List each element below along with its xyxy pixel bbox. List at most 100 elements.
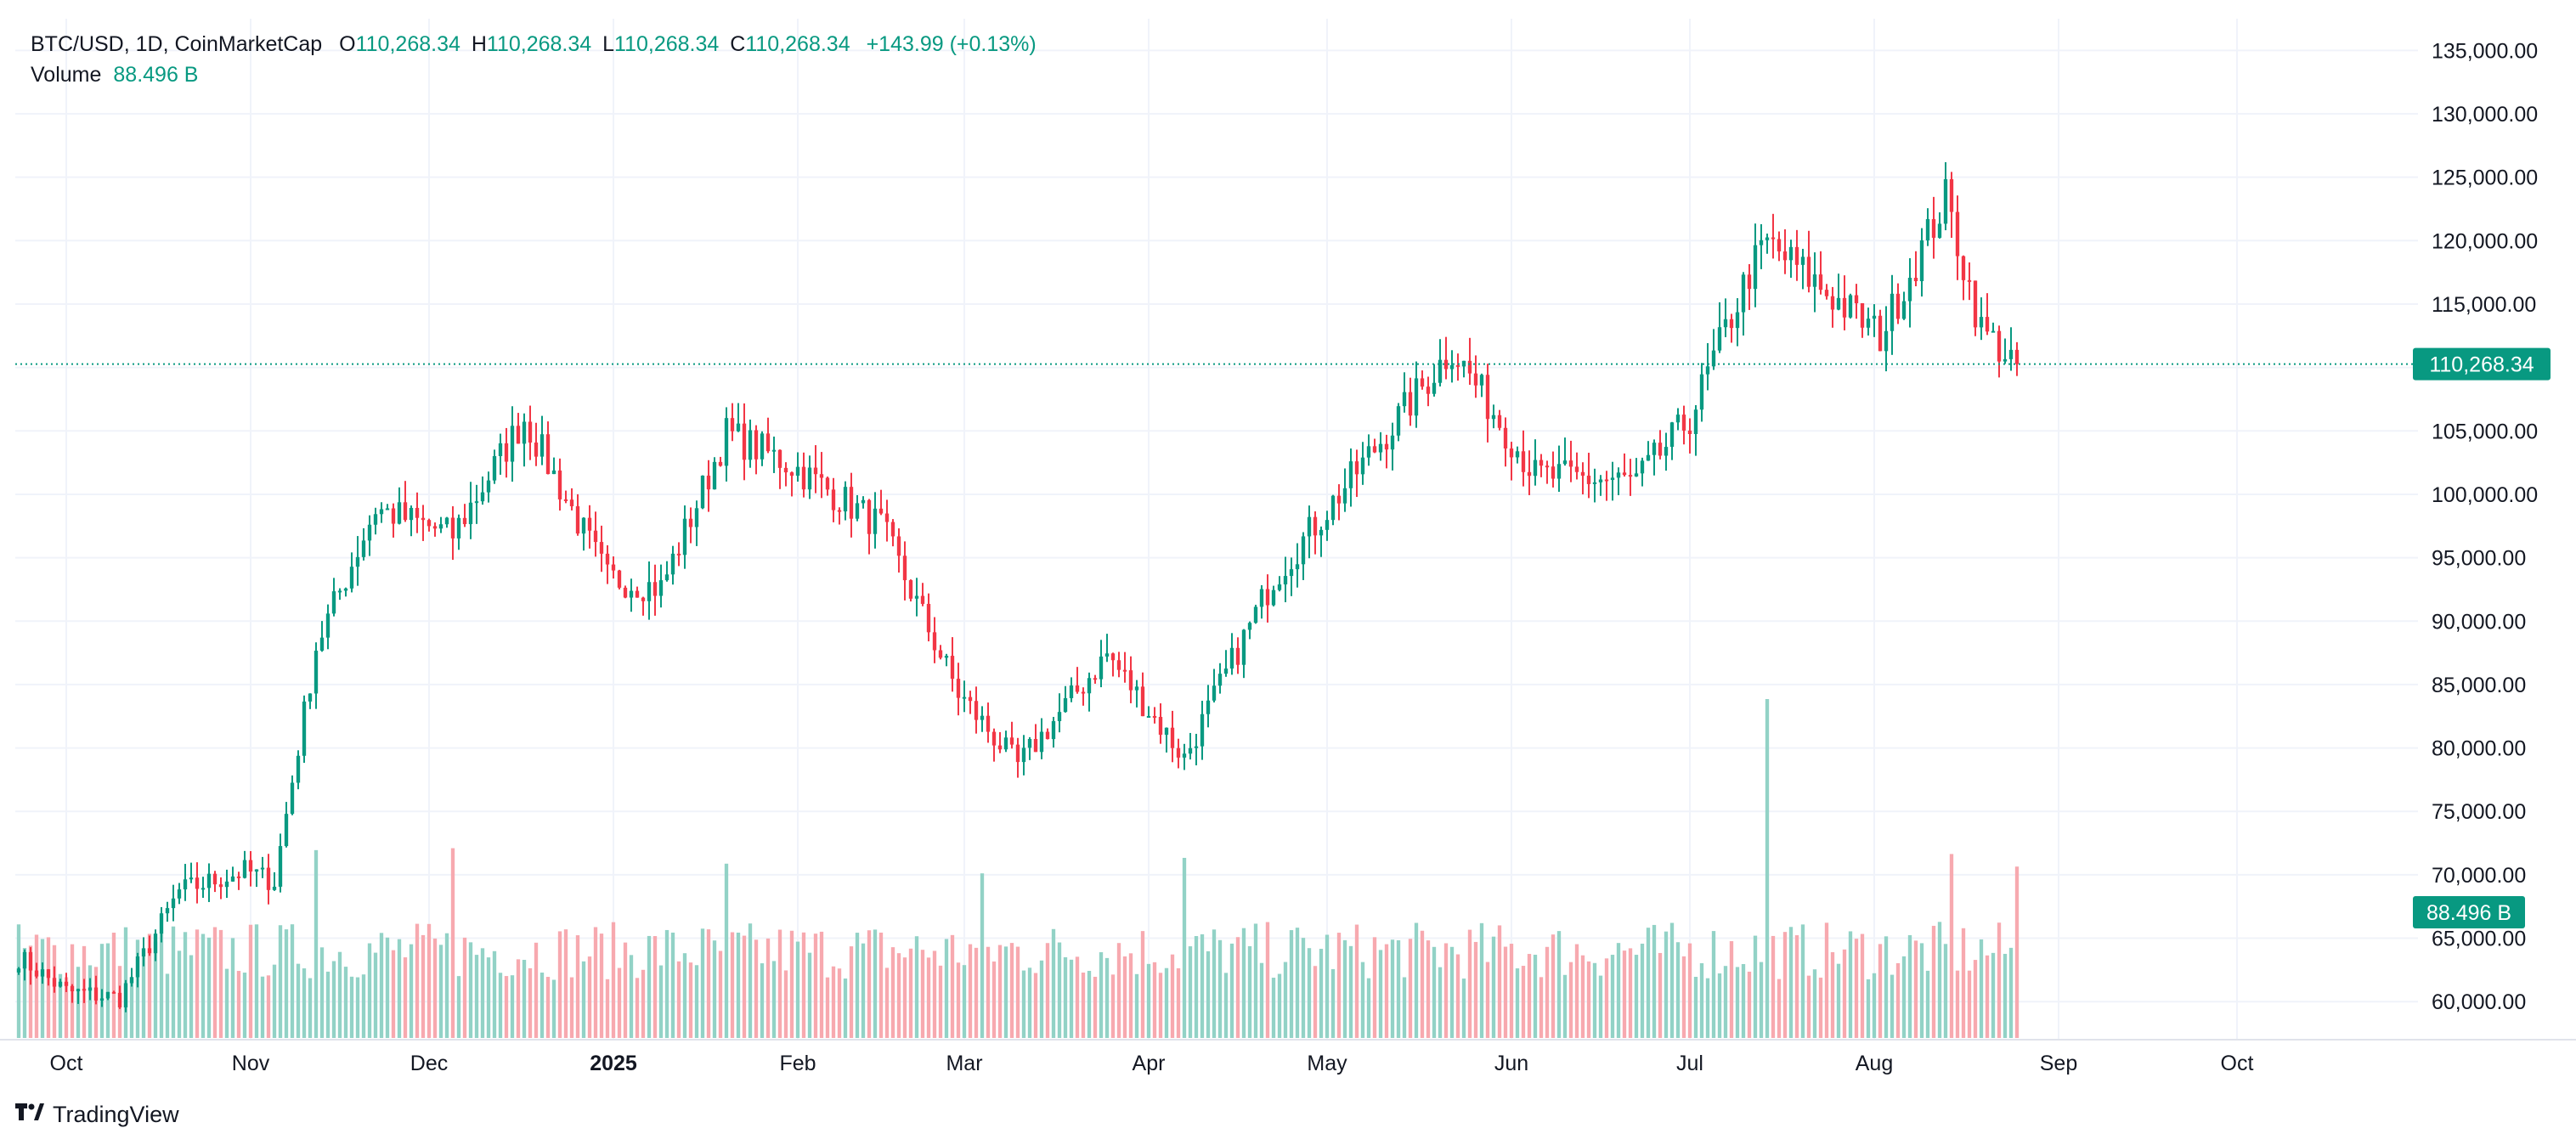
candle-body [1372,446,1377,453]
volume-bar [1241,928,1246,1038]
candle-body [1866,319,1871,328]
volume-bar [902,957,907,1038]
volume-bar [1414,922,1419,1038]
volume-bar [765,938,771,1038]
candle-body [736,423,741,431]
candle-body [1521,451,1526,472]
volume-bar [968,944,973,1038]
candle-body [1907,278,1912,302]
volume-bar [302,968,307,1038]
volume-bar [1991,952,1996,1038]
volume-bar [1265,922,1270,1038]
volume-bar [1491,936,1496,1038]
volume-bar [1289,930,1294,1038]
candle-body [1842,297,1847,318]
candle-body [718,461,723,466]
close-value: 110,268.34 [745,32,850,56]
volume-legend: Volume 88.496 B [31,59,198,90]
volume-bar [349,976,354,1038]
volume-bar [1598,975,1603,1038]
volume-bar [813,933,818,1038]
candle-body [1473,373,1478,386]
low-value: 110,268.34 [614,32,720,56]
volume-bar [432,938,438,1038]
candle-body [2003,358,2008,362]
candle-body [908,580,913,599]
candle-body [1241,629,1246,665]
volume-bar [1664,931,1669,1038]
volume-bar [676,961,681,1038]
tradingview-logo[interactable]: TradingView [15,1101,179,1128]
candle-body [212,873,217,885]
candle-body [123,983,128,1007]
candle-body [914,595,919,599]
candle-body [1634,473,1639,477]
volume-bar [1824,922,1829,1038]
candle-body [849,487,854,519]
candle-body [1491,415,1496,420]
axis-layer: 135,000.00 130,000.00 125,000.00 120,000.00… [0,39,2576,1075]
volume-bar [343,967,348,1038]
candle-body [754,430,759,460]
volume-bar [397,939,402,1038]
candle-body [944,656,949,658]
last-price-label: 110,268.34 [2429,353,2534,377]
volume-bar [1973,960,1978,1038]
x-tick-label: Nov [232,1052,270,1075]
candle-body [629,590,634,598]
candle-body [1711,350,1716,367]
volume-bar [1087,971,1092,1038]
volume-bar [1759,962,1764,1038]
candle-body [1039,731,1044,753]
candle-body [325,613,330,638]
volume-bar [1533,955,1538,1038]
candle-body [361,540,366,557]
tradingview-logo-icon [15,1101,44,1128]
candle-body [1081,691,1086,694]
candle-body [1455,364,1460,367]
volume-bar [1693,976,1698,1038]
candle-body [492,455,497,481]
candle-body [884,513,890,522]
candle-body [1901,301,1907,319]
candle-body [587,517,592,531]
volume-bar [587,956,592,1038]
x-tick-label: Sep [2040,1052,2077,1075]
volume-bar [1699,963,1704,1038]
volume-bar [492,950,497,1038]
volume-bar [1854,939,1859,1038]
volume-bar [658,965,664,1038]
volume-bar [605,979,610,1038]
candle-body [1063,697,1068,713]
volume-bar [1259,962,1264,1038]
candle-body [706,475,711,490]
candle-body [82,989,87,991]
candle-body [1806,257,1811,287]
volume-bar [201,933,206,1038]
candle-body [1134,686,1139,691]
volume-bar [278,925,283,1038]
volume-bar [206,937,212,1038]
volume-bar [1372,937,1377,1038]
volume-bar [1836,963,1841,1038]
volume-bar [581,961,586,1038]
candle-body [1069,685,1074,698]
volume-bar [962,965,967,1038]
candle-body [1568,460,1573,467]
candle-body [1771,237,1776,240]
candle-body [581,517,586,534]
volume-bar [664,929,669,1038]
volume-bar [1937,922,1942,1038]
candle-body [1681,415,1686,431]
volume-bar [1907,934,1912,1038]
candle-body [1432,382,1437,394]
candle-body [1848,295,1853,318]
volume-bar [623,942,628,1038]
candle-body [16,968,21,973]
candle-body [1604,479,1609,482]
volume-bar [873,929,878,1038]
volume-bar [652,936,658,1038]
volume-bar [1723,966,1728,1038]
